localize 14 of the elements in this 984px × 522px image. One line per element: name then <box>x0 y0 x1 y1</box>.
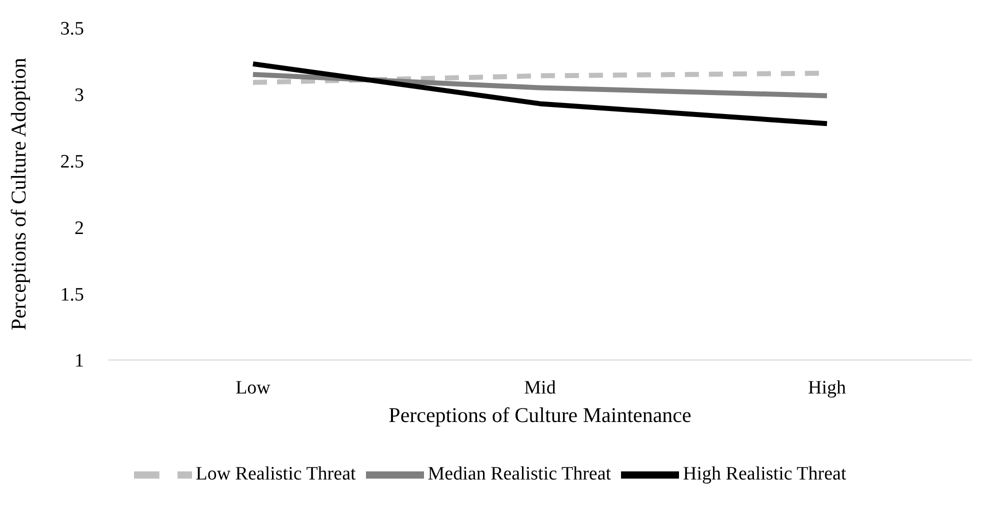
y-tick-label: 2 <box>74 218 84 239</box>
y-axis-title: Perceptions of Culture Adoption <box>6 57 30 330</box>
x-tick-label: Mid <box>524 377 556 398</box>
y-tick-label: 3 <box>74 85 84 106</box>
y-tick-label: 1.5 <box>60 284 84 306</box>
legend-label: High Realistic Threat <box>683 463 846 484</box>
x-tick-label: Low <box>236 377 271 398</box>
legend-label: Low Realistic Threat <box>196 463 356 484</box>
legend-label: Median Realistic Threat <box>428 463 612 484</box>
x-tick-label: High <box>808 377 846 398</box>
x-axis-title: Perceptions of Culture Maintenance <box>388 403 692 427</box>
y-tick-label: 2.5 <box>60 152 84 173</box>
y-tick-label: 1 <box>74 350 84 372</box>
y-tick-label: 3.5 <box>60 18 84 40</box>
